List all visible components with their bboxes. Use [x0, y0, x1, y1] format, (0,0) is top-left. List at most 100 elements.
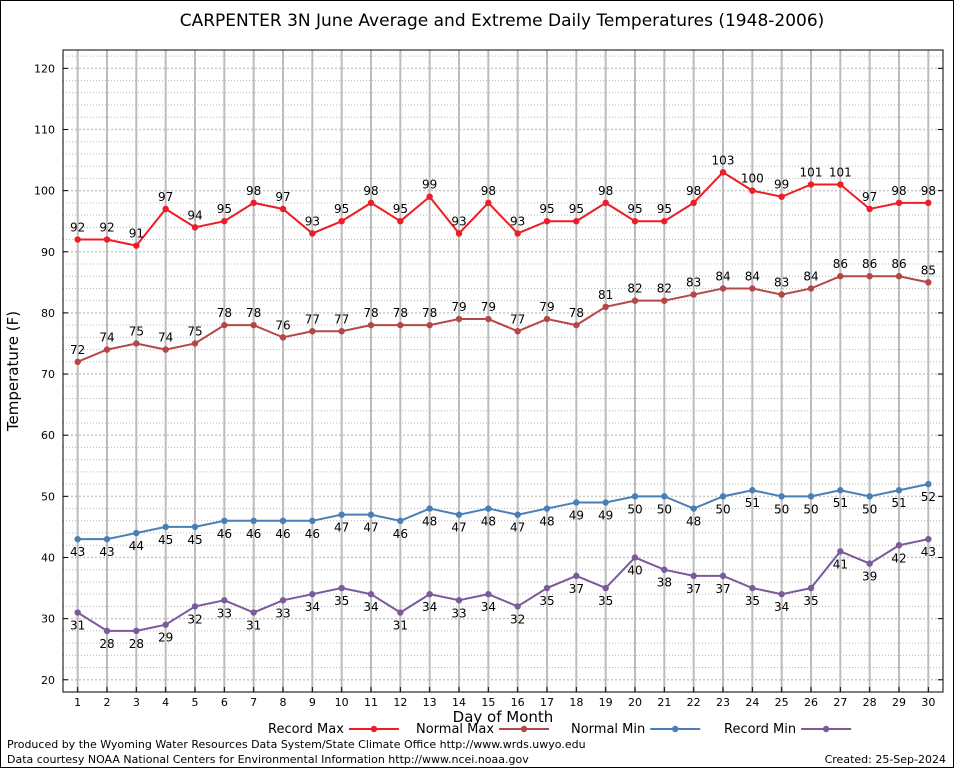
normal-max-data-label: 84 — [745, 269, 760, 283]
normal-min-data-label: 48 — [539, 515, 554, 529]
y-tick-label: 120 — [34, 62, 55, 75]
normal-max-point — [690, 291, 697, 298]
record-max-point — [133, 242, 140, 249]
record-max-data-label: 93 — [451, 214, 466, 228]
record-min-point — [690, 572, 697, 580]
plot-area — [63, 50, 943, 692]
normal-max-point — [426, 321, 433, 329]
x-tick-label: 7 — [250, 696, 257, 709]
normal-min-data-label: 46 — [393, 527, 408, 541]
record-max-data-label: 98 — [598, 184, 613, 198]
normal-max-data-label: 72 — [70, 343, 85, 357]
record-min-point — [631, 554, 639, 561]
normal-min-point — [573, 499, 580, 506]
normal-max-point — [602, 303, 609, 310]
record-min-point — [602, 584, 609, 592]
x-tick-label: 25 — [775, 696, 789, 709]
x-tick-label: 26 — [804, 696, 818, 709]
normal-min-data-label: 46 — [217, 527, 232, 541]
normal-max-data-label: 86 — [862, 257, 877, 271]
record-max-point — [749, 187, 756, 194]
normal-max-data-label: 84 — [803, 269, 818, 283]
record-max-data-label: 91 — [129, 227, 144, 241]
record-min-data-label: 35 — [539, 594, 554, 608]
record-min-data-label: 39 — [862, 570, 877, 584]
normal-max-data-label: 79 — [481, 300, 496, 314]
normal-max-point — [162, 346, 169, 353]
normal-min-point — [925, 480, 932, 488]
record-max-data-label: 95 — [217, 202, 232, 216]
normal-max-data-label: 75 — [187, 324, 202, 338]
record-max-line — [77, 171, 929, 247]
normal-min-data-label: 47 — [363, 521, 378, 535]
record-max-point — [631, 218, 639, 225]
x-tick-label: 1 — [74, 696, 81, 709]
normal-max-data-label: 78 — [569, 306, 584, 320]
record-min-point — [719, 572, 727, 580]
normal-min-point — [602, 499, 609, 506]
x-tick-label: 20 — [628, 696, 642, 709]
record-min-point — [455, 597, 463, 604]
y-tick-label: 20 — [41, 674, 55, 687]
normal-max-point — [279, 334, 287, 341]
normal-min-point — [250, 517, 257, 524]
record-min-point — [397, 609, 404, 616]
normal-min-point — [631, 493, 639, 500]
record-min-point — [661, 566, 668, 573]
y-tick-label: 60 — [41, 429, 55, 442]
record-min-data-label: 35 — [803, 594, 818, 608]
record-min-point — [367, 590, 375, 598]
x-tick-label: 3 — [133, 696, 140, 709]
normal-min-data-label: 50 — [627, 502, 642, 516]
record-min-point — [573, 572, 580, 580]
record-min-point — [925, 535, 932, 543]
normal-max-point — [719, 285, 727, 292]
normal-max-point — [309, 328, 316, 335]
normal-min-point — [133, 529, 140, 537]
record-max-data-label: 92 — [99, 221, 114, 235]
normal-max-data-label: 86 — [891, 257, 906, 271]
normal-max-data-label: 78 — [246, 306, 261, 320]
record-min-data-label: 37 — [569, 582, 584, 596]
y-tick-label: 110 — [34, 123, 55, 136]
record-min-point — [338, 584, 345, 592]
record-min-point — [250, 609, 257, 616]
normal-max-point — [133, 340, 140, 347]
record-min-point — [543, 584, 551, 592]
normal-max-point — [103, 346, 111, 353]
record-max-data-label: 98 — [246, 184, 261, 198]
normal-max-point — [573, 321, 580, 329]
normal-max-data-label: 74 — [99, 331, 114, 345]
normal-min-data-label: 43 — [99, 545, 114, 559]
x-tick-label: 22 — [687, 696, 701, 709]
record-min-data-label: 43 — [921, 545, 936, 559]
record-max-point — [279, 205, 287, 213]
normal-min-point — [837, 487, 844, 494]
record-max-data-label: 99 — [422, 178, 437, 192]
legend-label-normal-min: Normal Min — [571, 722, 645, 737]
normal-max-point — [778, 291, 785, 298]
x-tick-label: 10 — [335, 696, 349, 709]
record-max-point — [455, 230, 463, 237]
normal-max-point — [631, 297, 639, 304]
record-min-data-label: 41 — [833, 557, 848, 571]
record-max-point — [514, 230, 521, 237]
record-max-point — [426, 193, 433, 200]
x-tick-label: 17 — [540, 696, 554, 709]
normal-max-line — [77, 275, 929, 363]
normal-min-point — [514, 511, 521, 518]
record-max-point — [573, 218, 580, 225]
record-max-point — [250, 199, 257, 207]
record-max-data-label: 100 — [741, 172, 764, 186]
record-max-data-label: 101 — [829, 166, 852, 180]
normal-max-point — [749, 285, 756, 292]
record-min-point — [895, 542, 903, 549]
footer-data-source: Data courtesy NOAA National Centers for … — [7, 753, 529, 766]
x-tick-label: 29 — [892, 696, 906, 709]
record-max-point — [807, 181, 815, 188]
normal-max-data-label: 81 — [598, 288, 613, 302]
normal-min-point — [162, 523, 169, 531]
normal-min-point — [367, 511, 375, 518]
record-max-data-label: 95 — [539, 202, 554, 216]
legend-marker-record-max — [370, 725, 378, 733]
